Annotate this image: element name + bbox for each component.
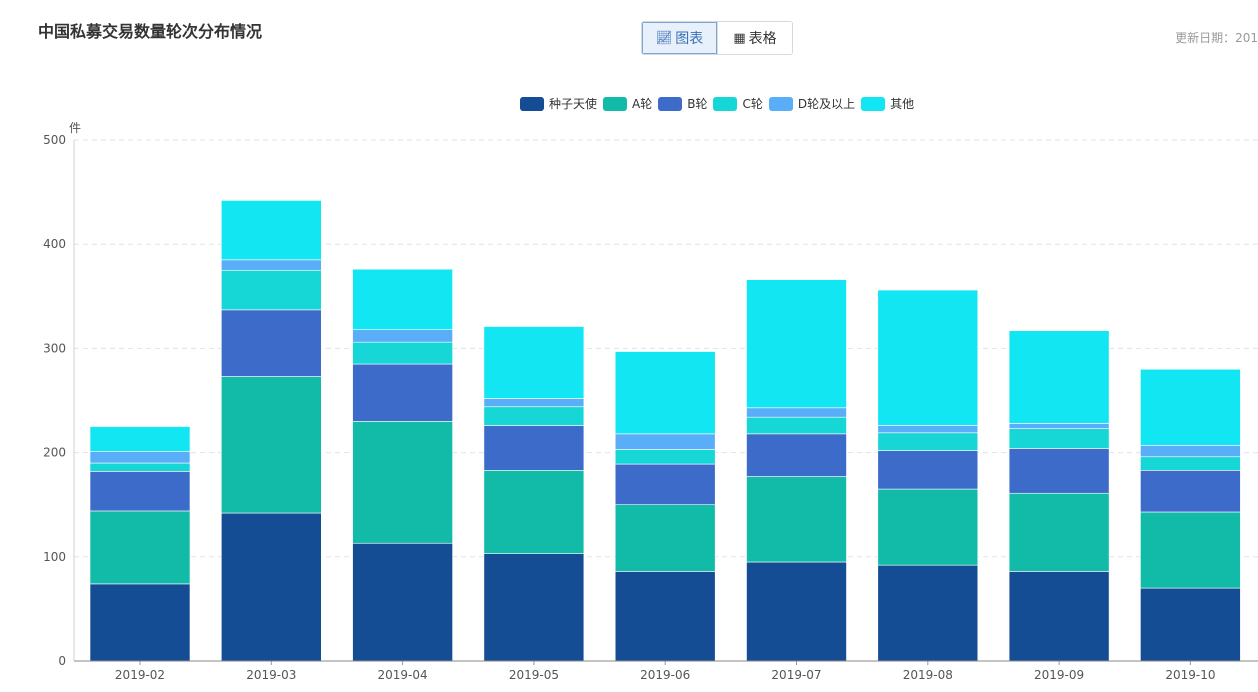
bar-segment [483, 470, 585, 554]
legend-item[interactable]: B轮 [658, 95, 707, 112]
bar-segment [746, 476, 847, 563]
x-tick-label: 2019-04 [378, 668, 428, 682]
x-tick-label: 2019-10 [1165, 668, 1215, 682]
y-tick-label: 100 [43, 550, 66, 564]
bar-segment [1008, 492, 1110, 572]
x-tick-label: 2019-08 [903, 668, 953, 682]
bar-segment [1008, 448, 1110, 494]
bar-segment [614, 463, 716, 506]
bar-segment [1140, 456, 1241, 471]
chart-legend: 种子天使 A轮 B轮 C轮 D轮及以上 其他 [520, 95, 920, 112]
legend-label: 其他 [890, 97, 915, 111]
bar-segment [614, 571, 716, 662]
chart-view-label: 图表 [675, 31, 704, 47]
legend-label: A轮 [632, 97, 653, 111]
y-tick-label: 400 [43, 237, 66, 251]
legend-label: D轮及以上 [797, 97, 856, 111]
bar-segment [1140, 470, 1241, 513]
legend-item[interactable]: 其他 [861, 95, 914, 112]
legend-label: 种子天使 [549, 97, 598, 111]
bar-segment [352, 329, 453, 343]
bar-segment [877, 432, 979, 451]
bar-segment [1140, 511, 1241, 589]
bar-segment [614, 449, 716, 465]
bar-segment [483, 406, 585, 426]
bar-segment [1008, 330, 1110, 424]
y-tick-label: 500 [43, 133, 66, 147]
x-tick-label: 2019-09 [1034, 668, 1084, 682]
x-tick-label: 2019-03 [246, 668, 296, 682]
legend-swatch [658, 96, 683, 111]
view-toggle: 📈︎ 图表 ▦ 表格 [641, 21, 793, 55]
x-tick-label: 2019-02 [115, 668, 165, 682]
legend-swatch [520, 96, 544, 111]
legend-swatch [713, 96, 738, 111]
y-tick-label: 300 [43, 341, 66, 355]
bar-segment [352, 363, 453, 422]
bar-segment [221, 259, 322, 271]
bar-segment [352, 341, 453, 365]
page-title: 中国私募交易数量轮次分布情况 [38, 22, 263, 41]
legend-label: B轮 [687, 97, 708, 111]
bar-segment [483, 326, 585, 399]
bar-segment [877, 488, 979, 566]
y-tick-label: 200 [43, 446, 66, 460]
table-icon: ▦ [733, 30, 746, 46]
y-axis-label: 件 [69, 121, 81, 135]
bar-segment [89, 583, 191, 662]
legend-item[interactable]: A轮 [603, 95, 652, 112]
bar-segment [877, 425, 979, 434]
chart-view-button[interactable]: 📈︎ 图表 [642, 22, 717, 54]
bar-segment [877, 450, 979, 490]
bar-segment [483, 553, 585, 662]
bar-segment [221, 269, 322, 311]
bar-segment [614, 351, 716, 435]
legend-item[interactable]: 种子天使 [520, 95, 597, 112]
bar-segment [352, 268, 453, 330]
bar-segment [1140, 368, 1241, 446]
bar-segment [1008, 571, 1110, 662]
bar-segment [1008, 428, 1110, 449]
legend-swatch [768, 96, 793, 111]
bar-segment [746, 407, 847, 418]
bar-segment [1140, 587, 1241, 662]
bar-segment [614, 504, 716, 572]
bar-segment [221, 309, 322, 377]
table-view-button[interactable]: ▦ 表格 [717, 22, 792, 54]
bar-segment [1008, 423, 1110, 429]
legend-label: C轮 [742, 97, 763, 111]
update-date: 更新日期：201 [1175, 31, 1258, 45]
legend-swatch [861, 96, 886, 111]
y-tick-label: 0 [58, 654, 66, 668]
bar-segment [877, 289, 979, 426]
legend-item[interactable]: C轮 [713, 95, 763, 112]
legend-swatch [603, 96, 628, 111]
bar-segment [352, 542, 453, 662]
bar-segment [221, 200, 322, 261]
bar-segment [352, 421, 453, 544]
bar-segment [483, 425, 585, 471]
chart-icon: 📈︎ [655, 30, 673, 46]
bar-segment [1140, 445, 1241, 458]
bar-segment [483, 398, 585, 408]
bar-segment [746, 433, 847, 477]
bar-segment [746, 279, 847, 409]
bar-segment [746, 416, 847, 435]
bar-segment [89, 510, 191, 585]
table-view-label: 表格 [748, 31, 777, 47]
bar-segment [89, 471, 191, 512]
bar-segment [614, 433, 716, 450]
legend-item[interactable]: D轮及以上 [768, 95, 856, 112]
x-tick-label: 2019-05 [509, 668, 559, 682]
bar-segment [221, 512, 322, 662]
bar-segment [89, 451, 191, 464]
bar-segment [89, 426, 191, 452]
bar-segment [746, 561, 847, 662]
x-tick-label: 2019-07 [771, 668, 821, 682]
x-tick-label: 2019-06 [640, 668, 690, 682]
bar-segment [877, 564, 979, 662]
bar-segment [221, 376, 322, 514]
bar-segment [89, 462, 191, 472]
